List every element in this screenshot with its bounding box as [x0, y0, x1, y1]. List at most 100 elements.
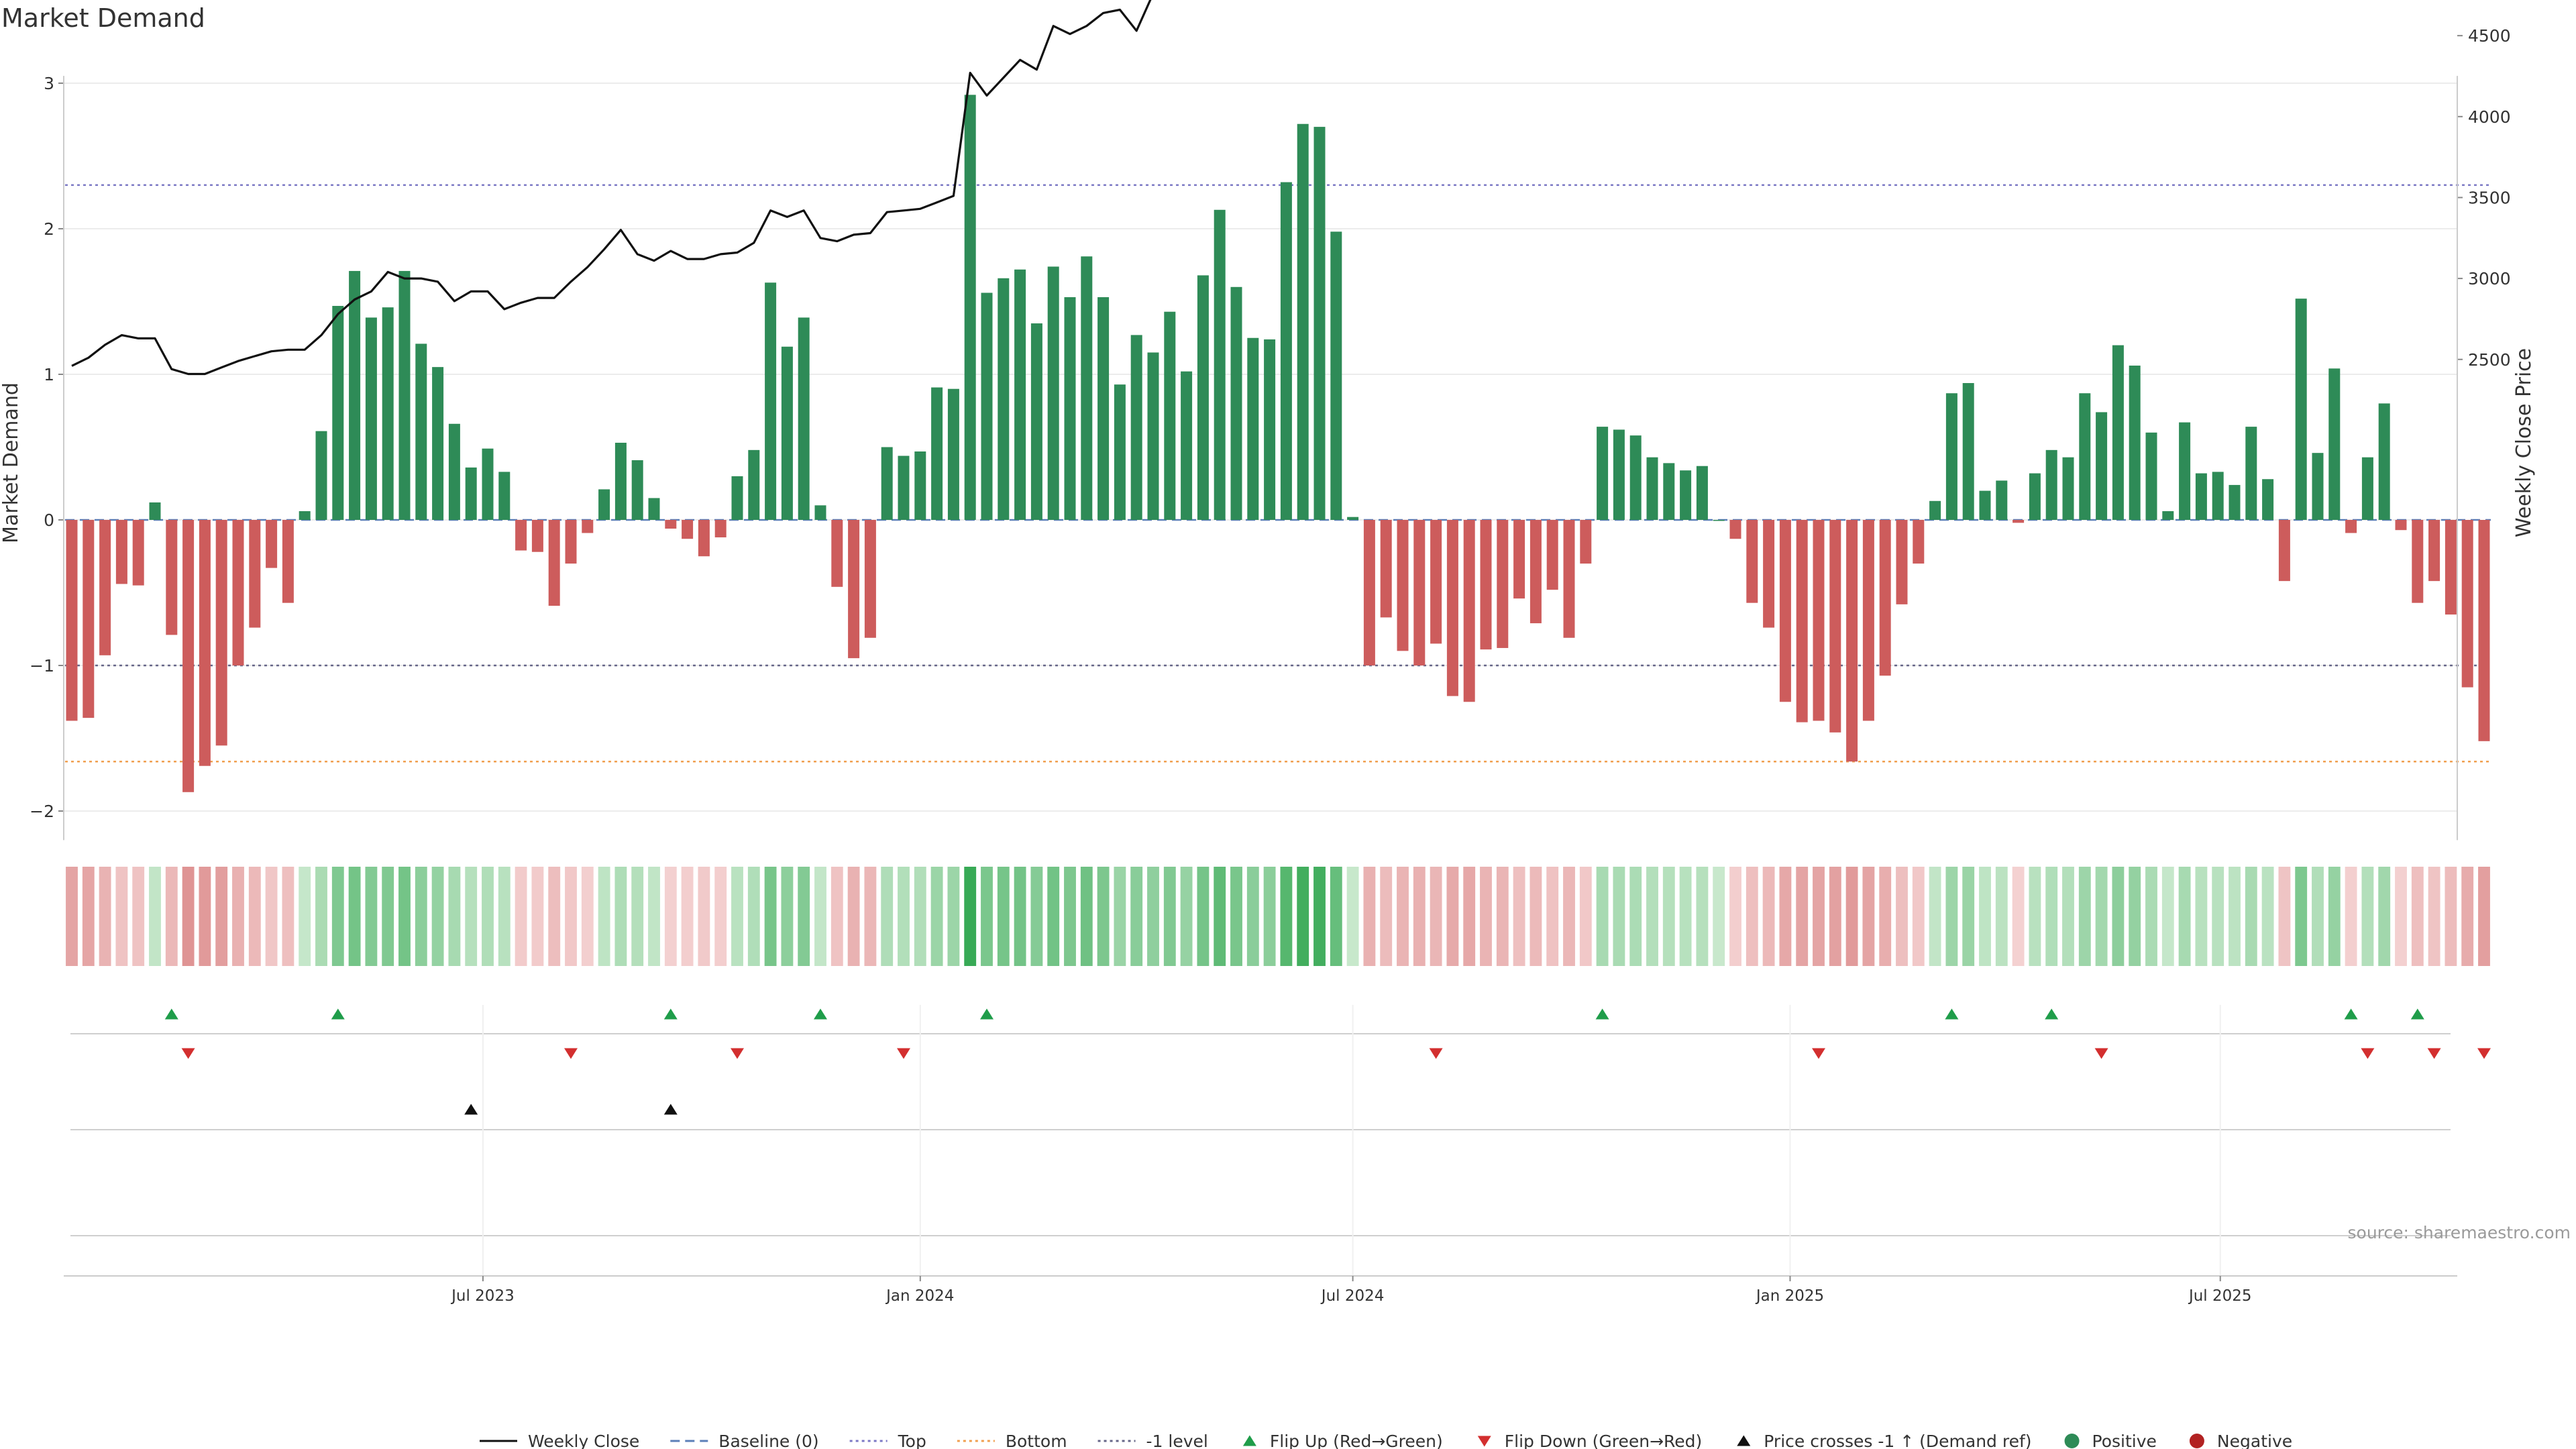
y-tick-label: 2: [44, 219, 54, 239]
demand-bar: [2112, 345, 2124, 520]
demand-bar: [1862, 520, 1874, 721]
heat-cell: [1446, 867, 1459, 966]
demand-bar: [531, 520, 543, 552]
demand-bar: [898, 455, 910, 520]
heat-cell: [348, 867, 361, 966]
demand-bar: [1896, 520, 1908, 604]
demand-bar: [1181, 371, 1193, 520]
heat-cell: [764, 867, 777, 966]
flip-up-marker: [1595, 1008, 1609, 1020]
demand-bar: [1546, 520, 1558, 590]
heat-cell: [1346, 867, 1359, 966]
heat-cell: [1995, 867, 2008, 966]
demand-bar: [83, 520, 95, 718]
heat-cell: [1929, 867, 1941, 966]
demand-bar: [1846, 520, 1858, 762]
demand-bar: [781, 346, 793, 520]
demand-bar: [631, 460, 643, 520]
weekly-close-line: [71, 0, 1152, 376]
heat-cell: [1646, 867, 1658, 966]
demand-bar: [1446, 520, 1458, 696]
demand-bar: [2029, 473, 2041, 520]
demand-bar: [1130, 335, 1142, 520]
heat-cell: [2461, 867, 2474, 966]
heat-cell: [914, 867, 926, 966]
heat-cell: [548, 867, 561, 966]
axes: −2−1012325003000350040004500500055006000…: [30, 26, 2511, 841]
demand-bar: [515, 520, 527, 551]
x-axis: Jul 2023 Jan 2024 Jul 2024 Jan 2025 Jul 2025: [64, 1275, 2457, 1305]
demand-bar: [2079, 393, 2091, 520]
heat-cell: [248, 867, 261, 966]
demand-bar: [1147, 352, 1159, 520]
demand-bar: [1529, 520, 1542, 624]
x-tick-label: Jul 2023: [450, 1287, 515, 1305]
demand-bar: [1413, 520, 1426, 665]
heat-cell: [781, 867, 794, 966]
event-markers: [70, 1005, 2491, 1276]
demand-bar: [1497, 520, 1509, 648]
heat-cell: [2378, 867, 2391, 966]
legend-label: Top: [898, 1432, 926, 1449]
demand-bar: [1646, 457, 1658, 520]
heat-cell: [731, 867, 743, 966]
demand-bar: [282, 520, 294, 603]
demand-bar: [1996, 480, 2008, 520]
y-tick-label: 3: [44, 74, 54, 93]
heat-cell: [149, 867, 161, 966]
flip-down-marker: [1429, 1048, 1443, 1059]
heat-cell: [2361, 867, 2374, 966]
heat-cell: [82, 867, 95, 966]
heat-cell: [315, 867, 327, 966]
heat-cell: [847, 867, 860, 966]
heat-cell: [1047, 867, 1060, 966]
flip-down-marker: [897, 1048, 910, 1059]
demand-bar: [1264, 339, 1276, 520]
heat-cell: [1979, 867, 1991, 966]
heat-cell: [1962, 867, 1975, 966]
heat-cell: [565, 867, 577, 966]
flip-up-marker: [331, 1008, 345, 1020]
demand-bar: [1047, 266, 1059, 520]
demand-bar: [1430, 520, 1442, 644]
demand-bar: [1813, 520, 1825, 721]
heat-cell: [1280, 867, 1293, 966]
heat-cell: [2229, 867, 2241, 966]
heat-cell: [1529, 867, 1542, 966]
heat-cell: [1613, 867, 1625, 966]
demand-bar: [332, 306, 344, 520]
heat-cell: [1180, 867, 1193, 966]
demand-bar: [1629, 435, 1642, 520]
demand-bar: [299, 511, 311, 520]
y-tick-label: 0: [44, 511, 54, 530]
demand-bar: [2229, 484, 2241, 520]
heat-cell: [1912, 867, 1925, 966]
heat-cell: [2178, 867, 2191, 966]
demand-bar: [1597, 427, 1609, 520]
y2-tick-label: 4000: [2468, 107, 2511, 127]
heat-cell: [1879, 867, 1892, 966]
flip-up-marker: [2344, 1008, 2358, 1020]
demand-bar: [1879, 520, 1891, 676]
y-axis-label: Market Demand: [0, 382, 23, 543]
heat-cell: [165, 867, 178, 966]
heat-cell: [1330, 867, 1342, 966]
heat-cell: [199, 867, 211, 966]
heat-cell: [2295, 867, 2308, 966]
demand-bar: [415, 343, 427, 520]
heat-cell: [664, 867, 677, 966]
flip-up-marker: [2410, 1008, 2424, 1020]
heat-cell: [864, 867, 877, 966]
demand-bar: [215, 520, 227, 746]
heat-cell: [2095, 867, 2108, 966]
demand-bar: [981, 292, 993, 520]
heat-cell: [1430, 867, 1442, 966]
flip-down-marker: [564, 1048, 578, 1059]
demand-bar: [682, 520, 694, 539]
price-cross-marker: [663, 1104, 678, 1115]
demand-bar: [166, 520, 178, 635]
heat-cell: [2145, 867, 2157, 966]
demand-bar: [1563, 520, 1575, 638]
demand-bar: [614, 442, 627, 520]
legend-item: Top: [849, 1432, 926, 1449]
